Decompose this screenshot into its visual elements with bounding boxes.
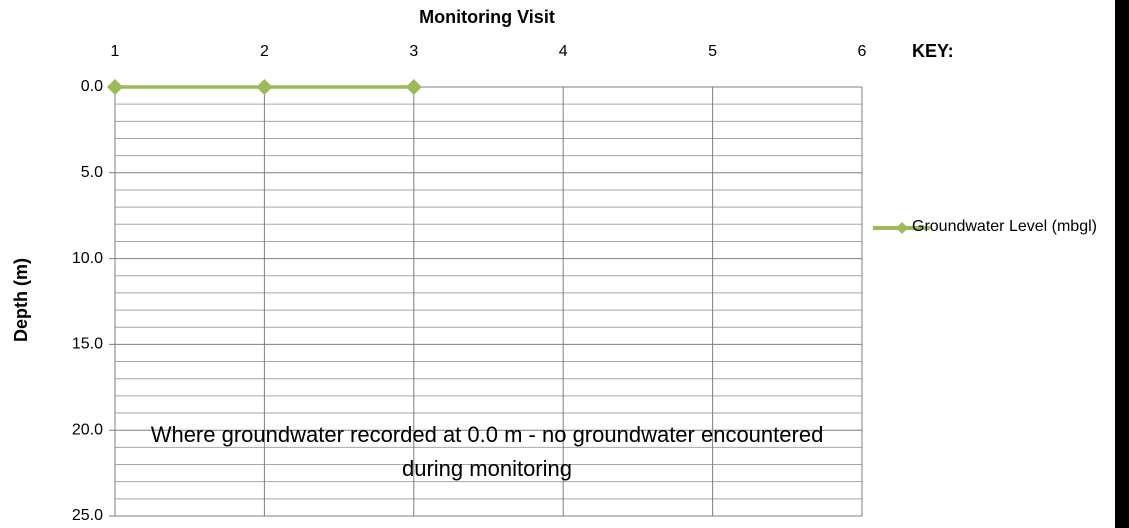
data-point: [107, 79, 123, 95]
x-tick-label: 5: [708, 43, 717, 60]
y-tick-label: 10.0: [72, 250, 103, 267]
y-tick-label: 25.0: [72, 507, 103, 524]
data-point: [405, 79, 422, 95]
x-tick-label: 1: [111, 43, 120, 60]
annotation: Where groundwater recorded at 0.0 m - no…: [150, 422, 824, 481]
legend-label: Groundwater Level (mbgl): [912, 218, 1097, 235]
x-tick-label: 2: [260, 43, 269, 60]
chart-title: Monitoring Visit: [419, 7, 555, 27]
data-point: [256, 79, 273, 95]
edge-bar: [1115, 0, 1129, 528]
y-tick-label: 5.0: [81, 164, 103, 181]
x-tick-label: 3: [409, 43, 418, 60]
y-tick-label: 15.0: [72, 336, 103, 353]
y-tick-label: 20.0: [72, 421, 103, 438]
legend-marker: [896, 222, 908, 234]
legend-title: KEY:: [912, 41, 954, 61]
y-tick-label: 0.0: [81, 78, 103, 95]
x-tick-label: 4: [559, 43, 568, 60]
x-tick-label: 6: [858, 43, 867, 60]
y-axis-label: Depth (m): [11, 258, 31, 342]
